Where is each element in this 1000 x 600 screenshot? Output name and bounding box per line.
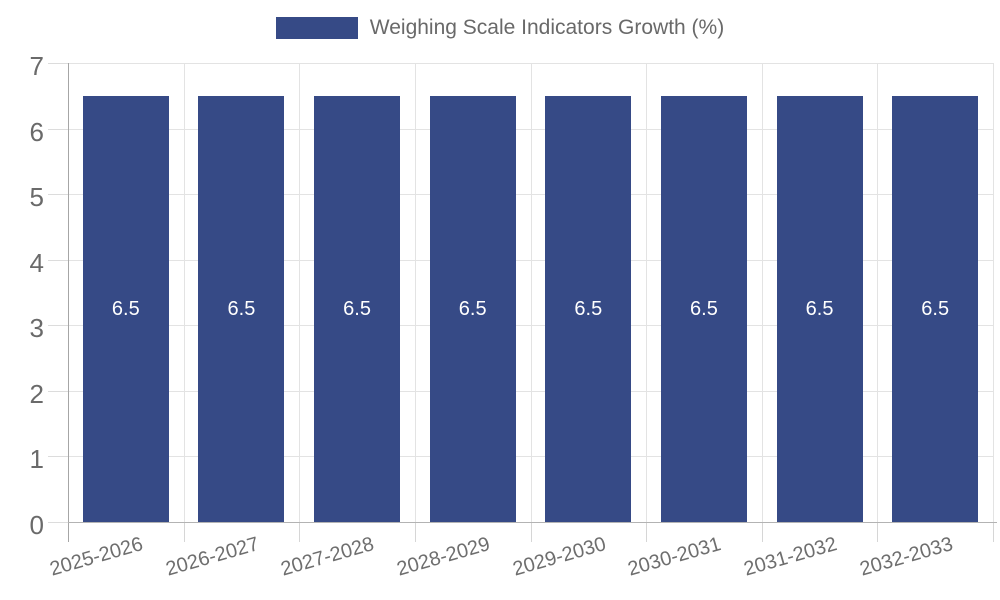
x-gridline [646, 63, 648, 522]
bar-value-label: 6.5 [343, 297, 371, 320]
bar-value-label: 6.5 [458, 297, 487, 320]
x-tick-label: 2029-2030 [510, 533, 609, 581]
bar[interactable]: 6.5 [892, 95, 979, 522]
x-gridline [414, 63, 416, 522]
x-tick-mark [414, 522, 416, 542]
x-gridline [877, 63, 879, 522]
bar[interactable]: 6.5 [314, 95, 401, 522]
x-gridline [761, 63, 763, 522]
y-tick-mark [48, 390, 68, 392]
y-tick-mark [48, 456, 68, 458]
x-tick-mark [530, 522, 532, 542]
y-tick-label: 6 [29, 116, 44, 147]
x-tick-label: 2028-2029 [394, 533, 493, 581]
bar[interactable]: 6.5 [776, 95, 863, 522]
x-tick-label: 2032-2033 [856, 533, 955, 581]
bar[interactable]: 6.5 [82, 95, 169, 522]
y-tick-mark [48, 522, 68, 523]
x-tick-mark [877, 522, 879, 542]
y-tick-label: 5 [29, 182, 44, 213]
x-gridline [993, 63, 994, 522]
legend-label: Weighing Scale Indicators Growth (%) [369, 16, 725, 39]
bar-value-label: 6.5 [921, 297, 950, 320]
x-tick-label: 2031-2032 [741, 533, 840, 581]
chart-legend[interactable]: Weighing Scale Indicators Growth (%) [0, 16, 1000, 40]
x-axis [68, 522, 997, 523]
bar[interactable]: 6.5 [198, 95, 285, 522]
bar[interactable]: 6.5 [660, 95, 747, 522]
x-tick-mark [183, 522, 185, 542]
y-axis [68, 63, 69, 542]
bar-value-label: 6.5 [574, 297, 603, 320]
y-tick-label: 4 [29, 247, 44, 278]
x-tick-label: 2030-2031 [625, 533, 724, 581]
x-gridline [299, 63, 301, 522]
y-tick-label: 7 [29, 51, 44, 81]
y-tick-mark [48, 63, 68, 64]
y-tick-mark [48, 259, 68, 261]
y-tick-mark [48, 128, 68, 130]
x-gridline [183, 63, 185, 522]
x-tick-label: 2027-2028 [278, 533, 377, 581]
bar-value-label: 6.5 [111, 297, 140, 320]
y-tick-mark [48, 194, 68, 196]
y-tick-mark [48, 325, 68, 327]
bar[interactable]: 6.5 [545, 95, 632, 522]
y-tick-label: 3 [29, 313, 44, 344]
x-tick-mark [646, 522, 648, 542]
x-tick-label: 2026-2027 [163, 533, 262, 581]
x-tick-mark [299, 522, 301, 542]
x-tick-mark [761, 522, 763, 542]
x-tick-label: 2025-2026 [47, 533, 146, 581]
bar-value-label: 6.5 [805, 297, 834, 320]
bar-value-label: 6.5 [690, 297, 718, 320]
bar-value-label: 6.5 [227, 297, 256, 320]
y-tick-label: 0 [29, 510, 44, 540]
legend-swatch [275, 17, 358, 39]
x-tick-mark [993, 522, 994, 542]
x-gridline [530, 63, 532, 522]
bar[interactable]: 6.5 [429, 95, 516, 522]
y-tick-label: 1 [29, 444, 44, 475]
y-tick-label: 2 [29, 378, 44, 409]
